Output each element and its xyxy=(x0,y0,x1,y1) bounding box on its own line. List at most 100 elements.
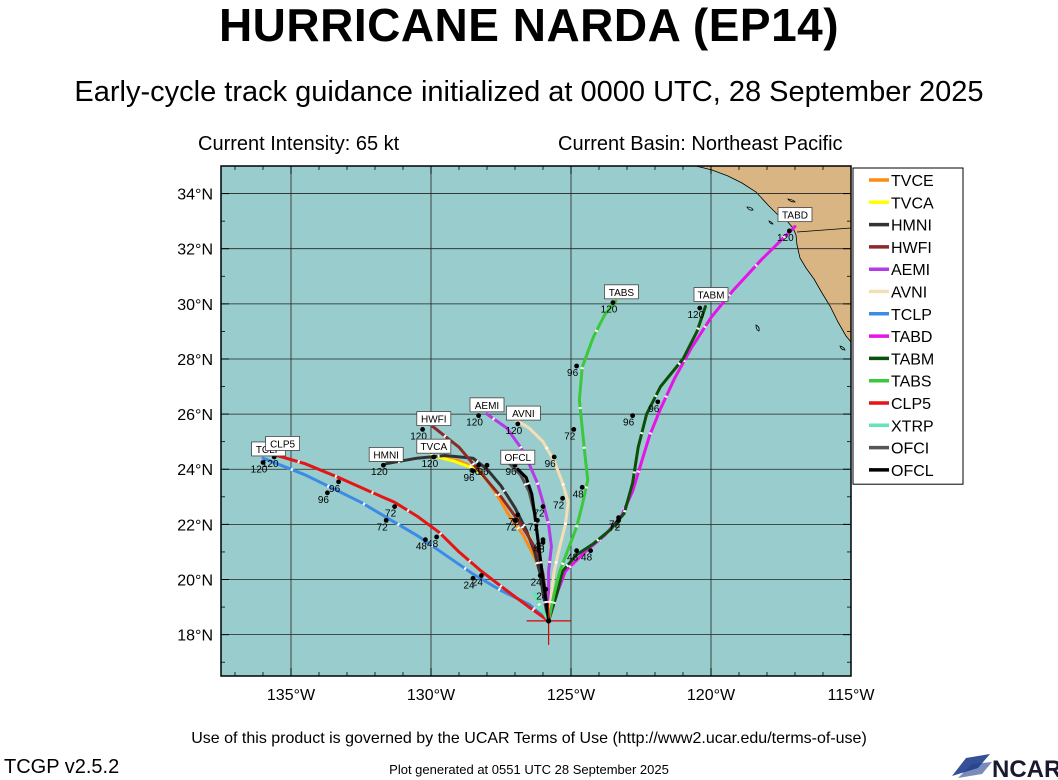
forecast-dot xyxy=(535,517,540,523)
forecast-hour-48: 48 xyxy=(581,553,593,564)
forecast-dot xyxy=(470,468,476,474)
y-tick-label: 22°N xyxy=(177,517,213,534)
forecast-dot xyxy=(420,427,425,432)
x-tick-label: 115°W xyxy=(827,687,875,704)
model-label-box xyxy=(505,405,541,421)
model-label-box xyxy=(500,449,536,465)
forecast-dot xyxy=(381,462,386,468)
forecast-hour-120: 120 xyxy=(777,233,794,244)
forecast-dot xyxy=(434,534,439,540)
version-label: TCGP v2.5.2 xyxy=(4,756,120,778)
forecast-hour-24: 24 xyxy=(472,578,484,589)
forecast-dot xyxy=(540,504,546,509)
forecast-dot xyxy=(476,413,481,419)
forecast-hour-120: 120 xyxy=(601,305,618,316)
forecast-hour-96: 96 xyxy=(648,404,660,415)
forecast-dot xyxy=(470,575,476,581)
legend: TVCE TVCA HMNI HWFI AEMI AVNI TCLP TABD TABM TABS… xyxy=(852,167,964,485)
forecast-hour-96: 96 xyxy=(567,368,579,379)
model-label-ofcl: OFCL xyxy=(504,453,531,464)
model-label-hmni: HMNI xyxy=(373,450,399,461)
forecast-dot xyxy=(616,515,621,521)
model-label-box xyxy=(469,397,505,413)
forecast-hour-72: 72 xyxy=(528,522,540,533)
current-basin: Current Basin: Northeast Pacific xyxy=(558,133,843,155)
y-tick-label: 34°N xyxy=(177,187,213,204)
forecast-dot xyxy=(515,421,521,427)
track-tclp xyxy=(261,456,551,623)
track-xtrp xyxy=(533,591,551,623)
forecast-dot xyxy=(479,573,484,578)
forecast-hour-72: 72 xyxy=(533,509,545,520)
forecast-hour-48: 48 xyxy=(567,553,579,564)
ncar-logo: NCAR xyxy=(952,754,1058,780)
model-label-tabm: TABM xyxy=(697,291,724,302)
track-tick-tabm xyxy=(547,306,707,622)
model-tracks xyxy=(261,225,797,623)
forecast-dot xyxy=(325,490,330,496)
current-position-marker xyxy=(526,602,571,645)
forecast-hour-120: 120 xyxy=(421,459,438,470)
model-label-tabs: TABS xyxy=(609,288,635,299)
track-avni xyxy=(513,418,570,623)
forecast-hour-72: 72 xyxy=(609,520,621,531)
forecast-hour-24: 24 xyxy=(536,591,548,602)
legend-label-tabm: TABM xyxy=(891,351,934,368)
forecast-hour-24: 24 xyxy=(463,580,475,591)
forecast-hour-96: 96 xyxy=(623,418,635,429)
forecast-dot xyxy=(560,495,565,501)
model-label-hwfi: HWFI xyxy=(421,415,447,426)
forecast-hour-120: 120 xyxy=(262,459,279,470)
axis-ticks: 135°W 130°W 125°W 120°W 115°W 18°N 20°N 22°N 24°… xyxy=(177,165,875,704)
forecast-dot xyxy=(260,460,266,465)
forecast-hour-72: 72 xyxy=(553,500,565,511)
islands xyxy=(746,198,846,351)
forecast-hour-48: 48 xyxy=(427,539,439,550)
terms-of-use: Use of this product is governed by the U… xyxy=(191,730,867,747)
map-frame xyxy=(220,165,852,677)
land-border-line xyxy=(796,227,851,233)
forecast-hour-72: 72 xyxy=(505,522,517,533)
track-tick-ofcl xyxy=(516,468,551,622)
marker-dot xyxy=(546,618,552,624)
forecast-dot xyxy=(574,548,579,554)
forecast-hour-120: 120 xyxy=(505,426,522,437)
y-tick-label: 30°N xyxy=(177,297,213,314)
forecast-hour-72: 72 xyxy=(564,431,576,442)
model-label-box xyxy=(777,207,813,223)
forecast-dot xyxy=(484,462,490,468)
forecast-dot xyxy=(655,399,661,405)
track-clp5 xyxy=(275,454,551,623)
legend-label-aemi: AEMI xyxy=(891,262,930,279)
forecast-dot xyxy=(551,454,557,460)
forecast-dot xyxy=(697,305,703,311)
y-tick-label: 28°N xyxy=(177,352,213,369)
x-tick-label: 130°W xyxy=(407,687,456,704)
model-label-aemi: AEMI xyxy=(475,401,499,412)
forecast-hour-96: 96 xyxy=(505,467,517,478)
model-end-labels: TVCAHMNIHWFIAEMIAVNITCLPTABDTABMTABSCLP5… xyxy=(251,207,813,465)
forecast-dot xyxy=(336,479,341,485)
ncar-logo-text: NCAR xyxy=(992,756,1058,780)
model-label-avni: AVNI xyxy=(512,409,535,420)
forecast-hour-72: 72 xyxy=(377,522,389,533)
forecast-dot xyxy=(543,586,549,592)
forecast-dot xyxy=(540,537,546,543)
forecast-hour-72: 72 xyxy=(609,522,621,533)
forecast-hour-48: 48 xyxy=(533,544,545,555)
legend-label-tclp: TCLP xyxy=(891,307,932,324)
legend-box xyxy=(852,167,964,485)
forecast-hour-120: 120 xyxy=(371,467,388,478)
legend-label-tabs: TABS xyxy=(891,374,932,391)
y-tick-label: 24°N xyxy=(177,462,213,479)
forecast-hour-labels: 2448729612096120729612012072961202448729… xyxy=(251,228,794,602)
forecast-dot xyxy=(610,300,616,305)
forecast-hour-96: 96 xyxy=(469,467,481,478)
forecast-dot xyxy=(630,413,635,419)
forecast-hour-120: 120 xyxy=(251,464,268,475)
legend-label-ofcl: OFCL xyxy=(891,463,934,480)
forecast-hour-120: 120 xyxy=(466,418,483,429)
forecast-dot xyxy=(383,517,389,523)
ocean-background xyxy=(221,166,851,676)
